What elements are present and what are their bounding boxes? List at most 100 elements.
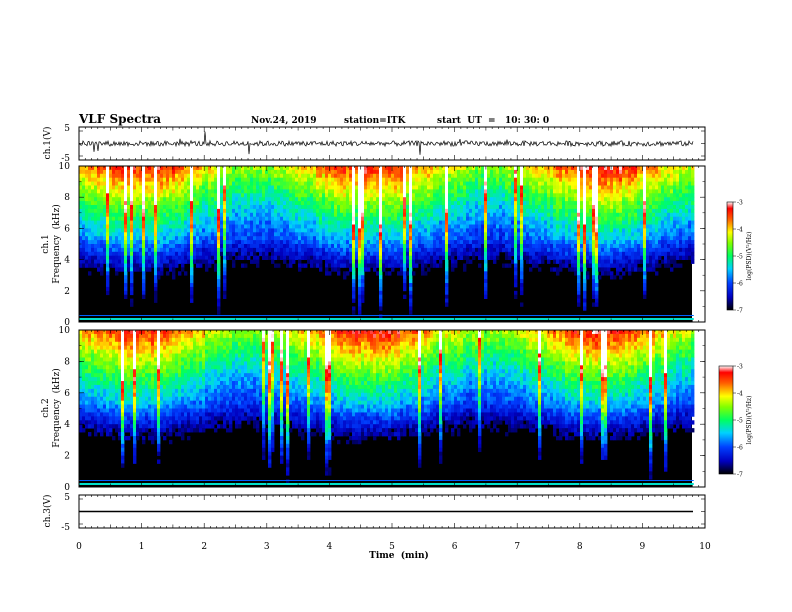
spectrogram-cell <box>112 173 116 179</box>
spectrogram-cell <box>460 185 464 190</box>
spectrogram-cell <box>136 173 140 179</box>
ch1-spectrogram-image <box>79 166 695 320</box>
spectrogram-cell <box>595 189 599 194</box>
spectrogram-cell <box>466 201 470 206</box>
spectrogram-cell <box>208 169 212 175</box>
spectrogram-cell <box>532 181 536 186</box>
spectrogram-cell <box>532 173 536 179</box>
spectrogram-cell <box>532 189 536 194</box>
spectrogram-cell <box>496 197 500 202</box>
spectrogram-cell <box>466 166 470 171</box>
spectrogram-cell <box>265 228 269 233</box>
spectrogram-cell <box>508 224 512 229</box>
spectrogram-cell <box>226 232 230 237</box>
spectrogram-cell <box>478 185 482 190</box>
spectrogram-cell <box>442 220 446 225</box>
spectrogram-cell <box>217 302 221 307</box>
spectrogram-cell <box>424 220 428 225</box>
spectrogram-cell <box>115 197 119 202</box>
spectrogram-cell <box>190 275 194 280</box>
spectrogram-cell <box>550 220 554 225</box>
spectrogram-cell <box>250 173 254 179</box>
spectrogram-cell <box>541 201 545 206</box>
spectrogram-cell <box>295 208 299 214</box>
spectrogram-cell <box>595 169 599 175</box>
spectrogram-cell <box>235 228 239 233</box>
spectrogram-cell <box>319 197 323 202</box>
spectrogram-cell <box>220 185 224 190</box>
spectrogram-cell <box>103 205 107 210</box>
spectrogram-cell <box>199 240 203 245</box>
spectrogram-cell <box>217 298 221 303</box>
spectrogram-cell <box>361 193 365 198</box>
spectrogram-cell <box>535 205 539 210</box>
spectrogram-cell <box>235 224 239 229</box>
spectrogram-cell <box>304 255 308 260</box>
spectrogram-cell <box>334 169 338 175</box>
spectrogram-cell <box>595 224 599 229</box>
spectrogram-cell <box>382 244 386 249</box>
spectrogram-cell <box>91 177 95 182</box>
spectrogram-cell <box>196 193 200 198</box>
spectrogram-cell <box>271 185 275 190</box>
spectrogram-cell <box>511 205 515 210</box>
spectrogram-cell <box>484 247 488 253</box>
spectrogram-cell <box>565 201 569 206</box>
spectrogram-cell <box>169 251 173 257</box>
spectrogram-cell <box>106 286 110 292</box>
spectrogram-cell <box>403 255 407 260</box>
spectrogram-cell <box>292 244 296 249</box>
spectrogram-cell <box>286 166 290 171</box>
spectrogram-cell <box>520 185 524 190</box>
spectrogram-cell <box>325 193 329 198</box>
spectrogram-cell <box>193 255 197 260</box>
spectrogram-cell <box>226 181 230 186</box>
spectrogram-cell <box>343 185 347 190</box>
spectrogram-cell <box>436 177 440 182</box>
spectrogram-cell <box>331 263 335 268</box>
spectrogram-cell <box>544 224 548 229</box>
spectrogram-cell <box>595 166 599 171</box>
spectrogram-cell <box>457 193 461 198</box>
spectrogram-cell <box>319 251 323 257</box>
spectrogram-cell <box>472 208 476 214</box>
spectrogram-cell <box>328 197 332 202</box>
spectrogram-cell <box>265 251 269 257</box>
spectrogram-cell <box>166 251 170 257</box>
spectrogram-cell <box>253 236 257 241</box>
spectrogram-cell <box>97 166 101 171</box>
spectrogram-cell <box>301 181 305 186</box>
spectrogram-cell <box>595 197 599 202</box>
spectrogram-cell <box>271 177 275 182</box>
spectrogram-cell <box>583 306 587 311</box>
spectrogram-cell <box>460 205 464 210</box>
spectrogram-cell <box>583 193 587 198</box>
spectrogram-cell <box>559 263 563 268</box>
spectrogram-cell <box>346 224 350 229</box>
spectrogram-cell <box>367 201 371 206</box>
spectrogram-cell <box>316 244 320 249</box>
spectrogram-cell <box>124 283 128 288</box>
spectrogram-cell <box>142 244 146 249</box>
spectrogram-cell <box>472 166 476 171</box>
spectrogram-cell <box>115 216 119 221</box>
spectrogram-cell <box>217 279 221 284</box>
spectrogram-cell <box>532 240 536 245</box>
spectrogram-cell <box>436 240 440 245</box>
spectrogram-cell <box>586 208 590 214</box>
spectrogram-cell <box>442 255 446 260</box>
spectrogram-cell <box>244 201 248 206</box>
spectrogram-cell <box>235 205 239 210</box>
spectrogram-cell <box>121 236 125 241</box>
spectrogram-cell <box>295 189 299 194</box>
spectrogram-cell <box>601 224 605 229</box>
spectrogram-cell <box>289 247 293 253</box>
spectrogram-cell <box>130 228 134 233</box>
spectrogram-cell <box>340 166 344 171</box>
spectrogram-cell <box>238 240 242 245</box>
spectrogram-cell <box>397 228 401 233</box>
spectrogram-cell <box>523 189 527 194</box>
spectrogram-cell <box>490 166 494 171</box>
spectrogram-cell <box>562 232 566 237</box>
spectrogram-cell <box>409 220 413 225</box>
